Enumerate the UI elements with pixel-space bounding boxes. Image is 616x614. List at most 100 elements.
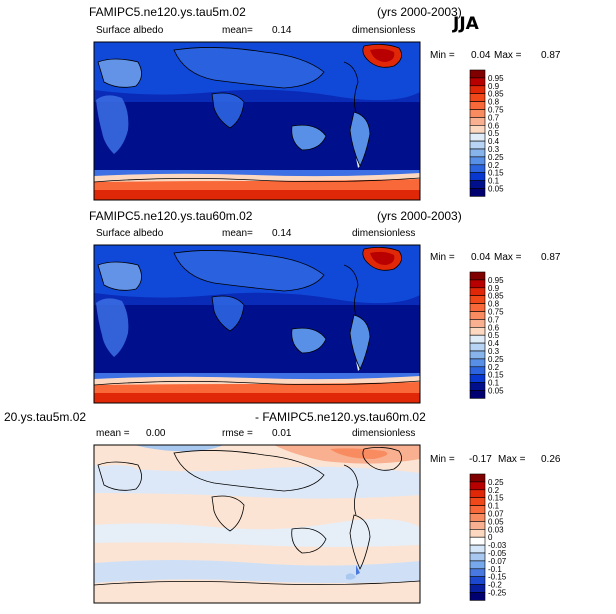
panel2-colorbar-swatch: [469, 311, 486, 320]
panel1-colorbar-swatch: [469, 188, 486, 197]
panel1-title: FAMIPC5.ne120.ys.tau5m.02: [89, 5, 246, 19]
panel1-colorbar-tick-label: 0.3: [488, 145, 500, 154]
panel1-colorbar-tick-label: 0.9: [488, 82, 500, 91]
panel2-colorbar-swatch: [469, 295, 486, 304]
panel2-colorbar-tick-label: 0.8: [488, 300, 500, 309]
panel2-colorbar-swatch: [469, 271, 486, 281]
panel3-colorbar-swatch: [469, 505, 486, 514]
panel2-colorbar-tick-label: 0.75: [488, 308, 504, 317]
panel3-colorbar-swatch: [469, 552, 486, 562]
panel2-colorbar-swatch: [469, 342, 486, 352]
panel2-colorbar-tick-label: 0.85: [488, 292, 504, 301]
panel2-colorbar-swatch: [469, 374, 486, 383]
panel1-colorbar-swatch: [469, 93, 486, 102]
panel3-colorbar-swatch: [469, 497, 486, 506]
panel1-colorbar-tick-label: 0.1: [488, 177, 500, 186]
panel3-colorbar-tick-label: -0.15: [488, 573, 507, 582]
panel1-colorbar-swatch: [469, 164, 486, 174]
panel3-colorbar-tick-label: -0.1: [488, 565, 502, 574]
panel3-title: 20.ys.tau5m.02: [4, 410, 87, 424]
panel3-colorbar-tick-label: 0.25: [488, 478, 504, 487]
panel2-colorbar-tick-label: 0.9: [488, 284, 500, 293]
panel1-colorbar-tick-label: 0.7: [488, 113, 500, 122]
panel1-colorbar-tick-label: 0.25: [488, 153, 504, 162]
panel3-colorbar-swatch: [469, 536, 486, 546]
panel1-colorbar-swatch: [469, 148, 486, 158]
panel3-min-label: Min =: [430, 454, 455, 465]
panel3-colorbar-tick-label: -0.07: [488, 557, 507, 566]
panel3-colorbar-tick-label: 0.15: [488, 494, 504, 503]
panel3-colorbar-tick-label: 0.03: [488, 525, 504, 534]
panel2-years: (yrs 2000-2003): [377, 209, 462, 223]
panel1-colorbar-swatch: [469, 156, 486, 166]
panel1-colorbar-swatch: [469, 140, 486, 150]
panel1-max-value: 0.87: [541, 50, 561, 61]
panel3-min-value: -0.17: [469, 454, 492, 465]
panel1-min-value: 0.04: [471, 50, 491, 61]
panel3-rmse-value: 0.01: [272, 428, 292, 439]
panel1-colorbar-tick-label: 0.85: [488, 90, 504, 99]
panel2-colorbar-swatch: [469, 326, 486, 336]
panel3-colorbar-tick-label: -0.03: [488, 541, 507, 550]
panel1-mean-label: mean=: [222, 25, 253, 36]
panel1-variable: Surface albedo: [96, 25, 164, 36]
panel2-colorbar-swatch: [469, 303, 486, 312]
panel3-colorbar-tick-label: -0.2: [488, 581, 502, 590]
panel2-min-label: Min =: [430, 252, 455, 263]
panel2-colorbar-tick-label: 0.6: [488, 323, 500, 332]
panel1-colorbar-swatch: [469, 172, 486, 181]
panel3-colorbar-swatch: [469, 521, 486, 530]
panel3-colorbar-swatch: [469, 473, 486, 483]
panel3-colorbar-tick-label: 0.1: [488, 502, 500, 511]
panel3-units: dimensionless: [352, 428, 416, 439]
panel3-colorbar: 0.250.20.150.10.070.050.030-0.03-0.05-0.…: [469, 473, 507, 601]
panel2-variable: Surface albedo: [96, 228, 164, 239]
panel1-colorbar-swatch: [469, 180, 486, 189]
panel1-colorbar-tick-label: 0.5: [488, 129, 500, 138]
panel2-mean-value: 0.14: [272, 228, 292, 239]
panel2-colorbar-tick-label: 0.15: [488, 371, 504, 380]
panel2-map: [93, 244, 421, 404]
panel3-colorbar-swatch: [469, 513, 486, 522]
panel2-colorbar-swatch: [469, 366, 486, 376]
panel1-colorbar-swatch: [469, 117, 486, 126]
panel1-colorbar-tick-label: 0.2: [488, 161, 500, 170]
panel2-colorbar-tick-label: 0.05: [488, 387, 504, 396]
panel2-colorbar-tick-label: 0.95: [488, 276, 504, 285]
panel3-colorbar-swatch: [469, 584, 486, 593]
panel3-colorbar-swatch: [469, 489, 486, 499]
panel3-colorbar-swatch: [469, 576, 486, 585]
panel1-colorbar: 0.950.90.850.80.750.70.60.50.40.30.250.2…: [469, 69, 504, 197]
panel3-colorbar-tick-label: 0: [488, 533, 493, 542]
panel3-colorbar-tick-label: -0.05: [488, 549, 507, 558]
panel1-min-label: Min =: [430, 50, 455, 61]
panel2-units: dimensionless: [352, 228, 416, 239]
panel1-colorbar-swatch: [469, 132, 486, 142]
panel2-min-value: 0.04: [471, 252, 491, 263]
panel3-colorbar-swatch: [469, 592, 486, 601]
panel2-colorbar: 0.950.90.850.80.750.70.60.50.40.30.250.2…: [469, 271, 504, 399]
panel3-mean-value: 0.00: [146, 428, 166, 439]
panel2-colorbar-tick-label: 0.4: [488, 339, 500, 348]
panel3-colorbar-swatch: [469, 544, 486, 554]
panel3-subtitle-right: - FAMIPC5.ne120.ys.tau60m.02: [255, 410, 426, 424]
panel1-max-label: Max =: [494, 50, 522, 61]
panel3-max-label: Max =: [498, 454, 526, 465]
panel1-colorbar-swatch: [469, 77, 486, 87]
panel2-colorbar-swatch: [469, 279, 486, 289]
panel2-max-value: 0.87: [541, 252, 561, 263]
panel1-colorbar-tick-label: 0.6: [488, 121, 500, 130]
season-label: JJA: [453, 14, 479, 34]
panel3-colorbar-tick-label: 0.07: [488, 510, 504, 519]
panel1-colorbar-tick-label: 0.75: [488, 106, 504, 115]
panel1-colorbar-swatch: [469, 85, 486, 95]
panel3-colorbar-swatch: [469, 481, 486, 491]
panel1-colorbar-swatch: [469, 109, 486, 118]
panel3-colorbar-tick-label: 0.2: [488, 486, 500, 495]
panel1-map: [93, 41, 421, 201]
panel3-colorbar-tick-label: -0.25: [488, 589, 507, 598]
panel1-colorbar-tick-label: 0.4: [488, 137, 500, 146]
panel2-colorbar-tick-label: 0.1: [488, 379, 500, 388]
panel2-colorbar-swatch: [469, 382, 486, 391]
panel2-colorbar-swatch: [469, 319, 486, 328]
